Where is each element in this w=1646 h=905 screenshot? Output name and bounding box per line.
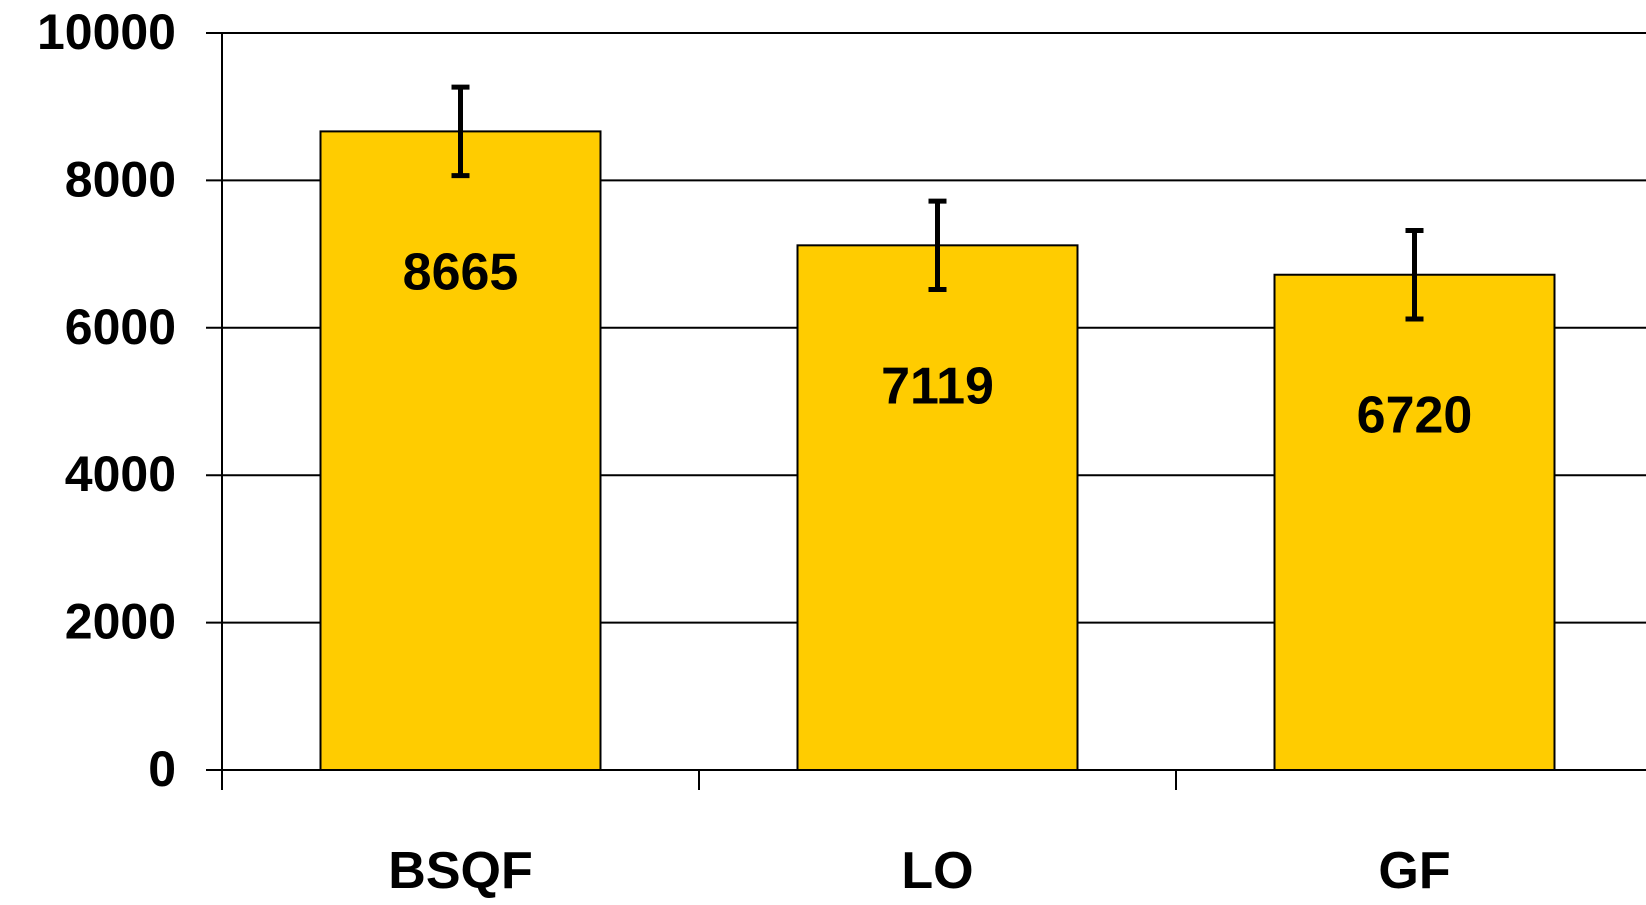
bar-bsqf bbox=[319, 130, 602, 771]
data-label: 8665 bbox=[403, 243, 519, 301]
y-tick-label: 10000 bbox=[37, 4, 176, 60]
error-bar-bsqf bbox=[451, 84, 470, 179]
x-tick-label: GF bbox=[1378, 842, 1450, 900]
data-label: 6720 bbox=[1357, 387, 1473, 445]
y-tick-label: 8000 bbox=[65, 151, 176, 207]
error-bars bbox=[451, 84, 1424, 322]
data-labels: 8665 7119 6720 bbox=[403, 243, 1473, 444]
data-label: 7119 bbox=[881, 357, 994, 415]
error-bar-lo bbox=[928, 198, 947, 293]
y-tick-label: 2000 bbox=[65, 594, 176, 650]
error-bar-gf bbox=[1405, 228, 1424, 322]
x-tick-label: LO bbox=[901, 842, 973, 900]
axes: 0 2000 4000 6000 8000 10000 BSQF LO GF bbox=[37, 4, 1646, 900]
bars bbox=[319, 130, 1556, 771]
x-tick-label: BSQF bbox=[388, 842, 532, 900]
y-tick-label: 4000 bbox=[65, 446, 176, 502]
bar-lo bbox=[796, 244, 1079, 771]
y-tick-label: 6000 bbox=[65, 299, 176, 355]
y-tick-label: 0 bbox=[148, 741, 176, 797]
bar-gf bbox=[1273, 273, 1556, 771]
